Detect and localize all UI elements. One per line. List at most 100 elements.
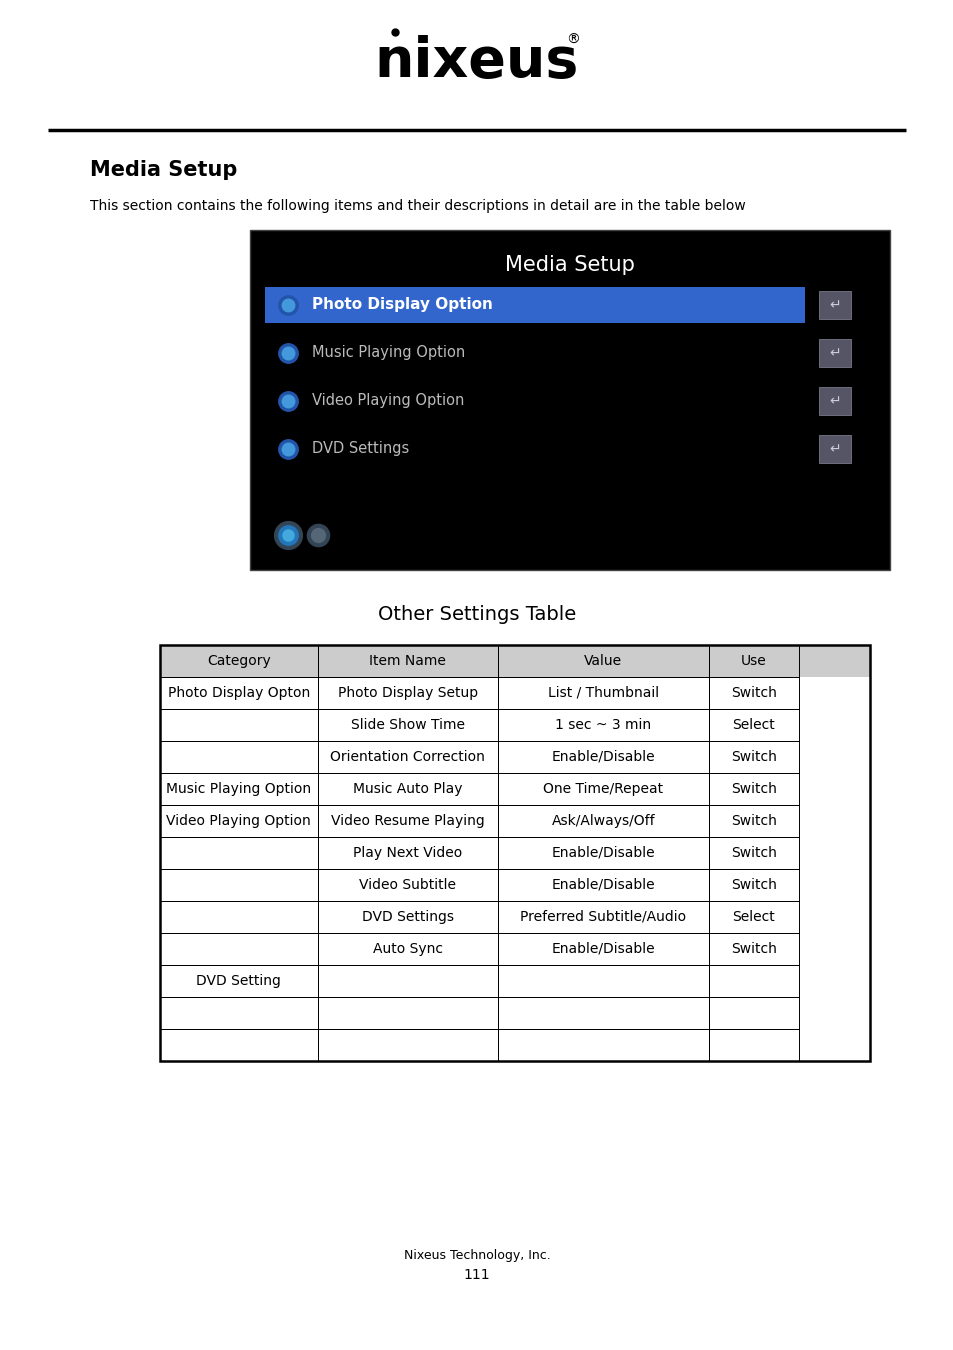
Bar <box>317 805 497 837</box>
Bar <box>160 933 317 965</box>
Text: Select: Select <box>732 910 775 923</box>
Text: ↵: ↵ <box>828 346 840 360</box>
Bar <box>708 676 799 709</box>
Text: Media Setup: Media Setup <box>90 161 237 180</box>
Text: Media Setup: Media Setup <box>504 255 635 275</box>
Bar <box>497 774 708 805</box>
Bar <box>160 900 317 933</box>
Bar <box>708 1029 799 1061</box>
Bar <box>317 965 497 998</box>
Bar <box>317 741 497 774</box>
Text: Enable/Disable: Enable/Disable <box>551 751 655 764</box>
Bar <box>317 774 497 805</box>
Bar <box>160 1029 317 1061</box>
Text: Item Name: Item Name <box>369 653 446 668</box>
Bar <box>497 709 708 741</box>
Text: Use: Use <box>740 653 766 668</box>
Text: Music Auto Play: Music Auto Play <box>353 782 462 796</box>
Bar <box>160 774 317 805</box>
Text: One Time/Repeat: One Time/Repeat <box>543 782 662 796</box>
Text: Photo Display Option: Photo Display Option <box>312 297 493 312</box>
Text: Photo Display Setup: Photo Display Setup <box>337 686 477 701</box>
Bar <box>818 292 850 319</box>
Text: Video Subtitle: Video Subtitle <box>359 878 456 892</box>
Text: Switch: Switch <box>730 878 776 892</box>
Bar <box>317 900 497 933</box>
Bar <box>317 869 497 900</box>
Text: Switch: Switch <box>730 814 776 828</box>
Text: Switch: Switch <box>730 846 776 860</box>
Bar <box>708 774 799 805</box>
Bar <box>317 837 497 869</box>
Text: DVD Settings: DVD Settings <box>361 910 454 923</box>
Text: Switch: Switch <box>730 942 776 956</box>
Bar <box>818 339 850 367</box>
Text: Music Playing Option: Music Playing Option <box>166 782 311 796</box>
Bar <box>317 998 497 1029</box>
Text: DVD Settings: DVD Settings <box>312 441 409 456</box>
Text: Enable/Disable: Enable/Disable <box>551 846 655 860</box>
Bar <box>708 709 799 741</box>
Bar <box>708 998 799 1029</box>
Text: Nixeus Technology, Inc.: Nixeus Technology, Inc. <box>403 1249 550 1261</box>
Text: ↵: ↵ <box>828 441 840 456</box>
Bar <box>708 805 799 837</box>
Text: Select: Select <box>732 718 775 732</box>
Text: ®: ® <box>565 32 579 47</box>
Bar <box>265 288 804 323</box>
Bar <box>708 933 799 965</box>
Bar <box>497 741 708 774</box>
Bar <box>497 645 708 676</box>
Bar <box>160 645 317 676</box>
Text: Video Playing Option: Video Playing Option <box>312 393 464 409</box>
Bar <box>497 1029 708 1061</box>
Text: Preferred Subtitle/Audio: Preferred Subtitle/Audio <box>519 910 686 923</box>
Bar <box>708 645 799 676</box>
Bar <box>160 837 317 869</box>
Text: Switch: Switch <box>730 782 776 796</box>
Text: Video Playing Option: Video Playing Option <box>166 814 311 828</box>
Bar <box>708 837 799 869</box>
Bar <box>708 900 799 933</box>
Bar <box>708 965 799 998</box>
Text: Music Playing Option: Music Playing Option <box>312 346 465 360</box>
Text: Slide Show Time: Slide Show Time <box>351 718 464 732</box>
Text: This section contains the following items and their descriptions in detail are i: This section contains the following item… <box>90 198 745 213</box>
Text: 1 sec ~ 3 min: 1 sec ~ 3 min <box>555 718 651 732</box>
Bar <box>708 741 799 774</box>
Bar <box>708 869 799 900</box>
Text: Other Settings Table: Other Settings Table <box>377 606 576 625</box>
Text: Play Next Video: Play Next Video <box>353 846 462 860</box>
Bar <box>497 837 708 869</box>
Bar <box>818 435 850 463</box>
Text: Switch: Switch <box>730 751 776 764</box>
Bar <box>317 676 497 709</box>
Text: ↵: ↵ <box>828 394 840 408</box>
Text: Enable/Disable: Enable/Disable <box>551 942 655 956</box>
Text: ↵: ↵ <box>828 298 840 312</box>
Text: List / Thumbnail: List / Thumbnail <box>547 686 659 701</box>
Bar <box>160 965 317 998</box>
Text: Enable/Disable: Enable/Disable <box>551 878 655 892</box>
Bar <box>317 1029 497 1061</box>
Bar <box>497 900 708 933</box>
Text: Category: Category <box>207 653 271 668</box>
Text: DVD Setting: DVD Setting <box>196 973 281 988</box>
Bar <box>160 869 317 900</box>
Text: Switch: Switch <box>730 686 776 701</box>
Text: Auto Sync: Auto Sync <box>373 942 442 956</box>
Bar <box>317 709 497 741</box>
Bar <box>497 869 708 900</box>
Text: nixeus: nixeus <box>375 35 578 89</box>
Bar <box>497 805 708 837</box>
Bar <box>317 645 497 676</box>
Text: Photo Display Opton: Photo Display Opton <box>168 686 310 701</box>
Bar <box>160 676 317 709</box>
Bar <box>497 965 708 998</box>
Bar <box>160 805 317 837</box>
Bar <box>497 676 708 709</box>
Bar <box>497 998 708 1029</box>
Bar <box>250 230 889 570</box>
Bar <box>317 933 497 965</box>
Bar <box>497 933 708 965</box>
